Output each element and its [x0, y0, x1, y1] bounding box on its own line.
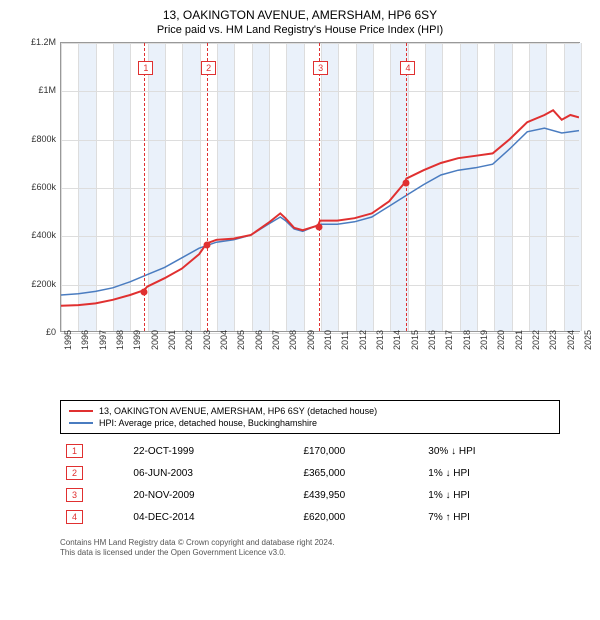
sale-point	[204, 241, 211, 248]
legend-swatch	[69, 410, 93, 412]
plot-region: 1 2 3 4	[60, 42, 580, 332]
transaction-date: 06-JUN-2003	[127, 462, 297, 484]
chart-subtitle: Price paid vs. HM Land Registry's House …	[10, 24, 590, 36]
sale-reference-line	[319, 43, 320, 331]
y-axis-label: £200k	[20, 279, 56, 289]
y-axis-label: £600k	[20, 182, 56, 192]
legend-label: 13, OAKINGTON AVENUE, AMERSHAM, HP6 6SY …	[99, 406, 377, 416]
transaction-row: 2 06-JUN-2003£365,0001% ↓ HPI	[60, 462, 560, 484]
transaction-number: 3	[66, 488, 83, 502]
sale-marker-label: 4	[400, 61, 415, 75]
transaction-delta: 30% ↓ HPI	[422, 440, 560, 462]
y-axis-label: £0	[20, 327, 56, 337]
transaction-number: 2	[66, 466, 83, 480]
transaction-date: 20-NOV-2009	[127, 484, 297, 506]
transaction-row: 4 04-DEC-2014£620,0007% ↑ HPI	[60, 506, 560, 528]
sale-reference-line	[406, 43, 407, 331]
y-axis-label: £1M	[20, 85, 56, 95]
gridline-v	[581, 43, 582, 331]
footer-attribution: Contains HM Land Registry data © Crown c…	[60, 538, 590, 559]
sale-marker-label: 3	[313, 61, 328, 75]
sale-marker-label: 2	[201, 61, 216, 75]
transaction-price: £365,000	[297, 462, 422, 484]
sale-point	[316, 223, 323, 230]
transaction-price: £170,000	[297, 440, 422, 462]
transaction-price: £439,950	[297, 484, 422, 506]
delta-arrow-icon: ↓	[446, 490, 451, 501]
footer-line-1: Contains HM Land Registry data © Crown c…	[60, 538, 590, 548]
legend-label: HPI: Average price, detached house, Buck…	[99, 418, 317, 428]
chart-area: 1234 £0£200k£400k£600k£800k£1M£1.2M19951…	[20, 42, 580, 362]
y-axis-label: £1.2M	[20, 37, 56, 47]
transaction-price: £620,000	[297, 506, 422, 528]
legend-swatch	[69, 422, 93, 424]
transaction-date: 04-DEC-2014	[127, 506, 297, 528]
legend: 13, OAKINGTON AVENUE, AMERSHAM, HP6 6SY …	[60, 400, 560, 434]
sale-point	[141, 288, 148, 295]
sale-point	[403, 180, 410, 187]
y-axis-label: £400k	[20, 230, 56, 240]
x-axis-label: 2025	[583, 330, 600, 350]
sale-reference-line	[207, 43, 208, 331]
transaction-row: 3 20-NOV-2009£439,9501% ↓ HPI	[60, 484, 560, 506]
transactions-table: 1 22-OCT-1999£170,00030% ↓ HPI 2 06-JUN-200…	[60, 440, 560, 528]
y-axis-label: £800k	[20, 134, 56, 144]
sale-marker-label: 1	[138, 61, 153, 75]
delta-arrow-icon: ↓	[451, 446, 456, 457]
transaction-number: 1	[66, 444, 83, 458]
chart-title: 13, OAKINGTON AVENUE, AMERSHAM, HP6 6SY	[10, 8, 590, 22]
transaction-delta: 1% ↓ HPI	[422, 484, 560, 506]
delta-arrow-icon: ↑	[446, 512, 451, 523]
transaction-number: 4	[66, 510, 83, 524]
transaction-date: 22-OCT-1999	[127, 440, 297, 462]
delta-arrow-icon: ↓	[446, 468, 451, 479]
legend-item: 13, OAKINGTON AVENUE, AMERSHAM, HP6 6SY …	[69, 405, 551, 417]
transaction-delta: 7% ↑ HPI	[422, 506, 560, 528]
footer-line-2: This data is licensed under the Open Gov…	[60, 548, 590, 558]
legend-item: HPI: Average price, detached house, Buck…	[69, 417, 551, 429]
transaction-row: 1 22-OCT-1999£170,00030% ↓ HPI	[60, 440, 560, 462]
transaction-delta: 1% ↓ HPI	[422, 462, 560, 484]
